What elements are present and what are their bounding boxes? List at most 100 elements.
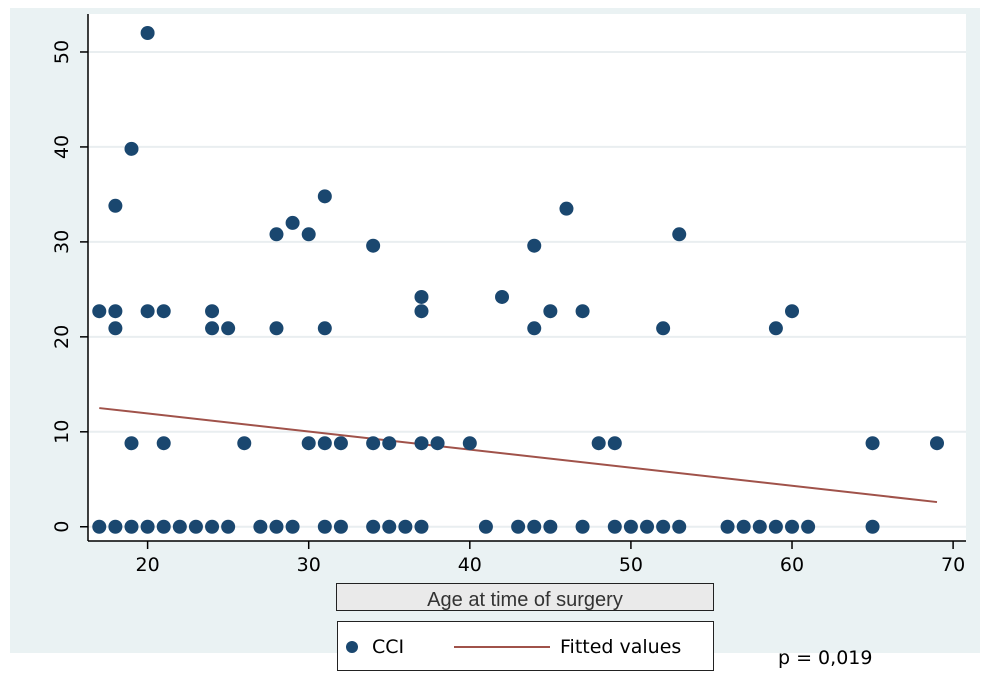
data-point-69 [720,519,735,534]
y-tick-label-0: 0 [51,521,73,533]
data-point-72 [768,321,783,336]
scatter-points [92,25,945,534]
data-point-13 [156,436,171,451]
data-point-17 [205,304,220,319]
data-point-16 [188,519,203,534]
data-point-28 [285,519,300,534]
data-point-6 [124,141,139,156]
data-point-25 [269,321,284,336]
fitted-values-line [99,407,938,504]
data-point-41 [382,519,397,534]
data-point-14 [156,519,171,534]
data-point-32 [317,321,332,336]
data-point-49 [478,519,493,534]
data-point-79 [930,436,945,451]
data-point-10 [140,304,155,319]
data-point-44 [414,304,429,319]
y-tick-label-30: 30 [51,230,73,254]
data-point-78 [865,519,880,534]
legend-label-fitted-values: Fitted values [560,636,682,658]
data-point-0 [92,304,107,319]
data-point-3 [108,304,123,319]
legend-item-cci: CCI [346,622,404,672]
data-point-53 [527,321,542,336]
legend-marker-dot-icon [346,641,358,653]
data-point-67 [672,227,687,242]
data-point-12 [156,304,171,319]
data-point-42 [398,519,413,534]
x-tick-label-20: 20 [136,554,160,576]
data-point-38 [366,436,381,451]
data-point-68 [672,519,687,534]
data-point-56 [543,519,558,534]
data-point-52 [527,238,542,253]
data-point-26 [269,519,284,534]
data-point-20 [221,321,236,336]
data-point-1 [92,519,107,534]
y-tick-label-40: 40 [51,135,73,159]
data-point-58 [575,304,590,319]
data-point-36 [333,519,348,534]
data-point-75 [785,519,800,534]
data-point-61 [607,436,622,451]
data-point-11 [140,519,155,534]
data-point-57 [559,201,574,216]
data-point-18 [205,321,220,336]
legend: CCI Fitted values [337,621,714,671]
data-point-63 [623,519,638,534]
data-point-65 [656,321,671,336]
data-point-64 [640,519,655,534]
data-point-40 [382,436,397,451]
y-tick-label-20: 20 [51,325,73,349]
data-point-35 [333,436,348,451]
y-tick-label-10: 10 [51,420,73,444]
data-point-55 [543,304,558,319]
data-point-23 [253,519,268,534]
data-point-73 [768,519,783,534]
p-value-annotation: p = 0,019 [778,647,873,669]
legend-line-icon [454,646,550,648]
data-point-45 [414,436,429,451]
y-tick-label-50: 50 [51,40,73,64]
data-point-8 [124,519,139,534]
data-point-71 [752,519,767,534]
data-point-31 [317,189,332,204]
data-point-48 [462,436,477,451]
data-point-2 [108,198,123,213]
plot-area [88,14,966,541]
data-point-46 [414,519,429,534]
data-point-39 [366,519,381,534]
axes: 0 10 20 30 40 50 20 30 40 50 60 70 [51,14,966,576]
x-tick-label-30: 30 [297,554,321,576]
x-tick-label-60: 60 [780,554,804,576]
data-point-21 [221,519,236,534]
data-point-9 [140,25,155,40]
data-point-62 [607,519,622,534]
data-point-5 [108,519,123,534]
data-point-22 [237,436,252,451]
data-point-29 [301,227,316,242]
data-point-59 [575,519,590,534]
data-point-37 [366,238,381,253]
data-point-43 [414,289,429,304]
x-tick-label-50: 50 [619,554,643,576]
data-point-34 [317,519,332,534]
data-point-60 [591,436,606,451]
x-axis-label: Age at time of surgery [336,583,714,611]
data-point-54 [527,519,542,534]
data-point-24 [269,227,284,242]
legend-label-cci: CCI [372,636,405,658]
fitted-line-layer [99,407,938,504]
data-point-4 [108,321,123,336]
data-point-47 [430,436,445,451]
data-point-66 [656,519,671,534]
data-point-76 [801,519,816,534]
data-point-77 [865,436,880,451]
x-tick-label-40: 40 [458,554,482,576]
legend-item-fitted-values: Fitted values [454,622,681,672]
data-point-50 [495,289,510,304]
data-point-19 [205,519,220,534]
data-point-33 [317,436,332,451]
